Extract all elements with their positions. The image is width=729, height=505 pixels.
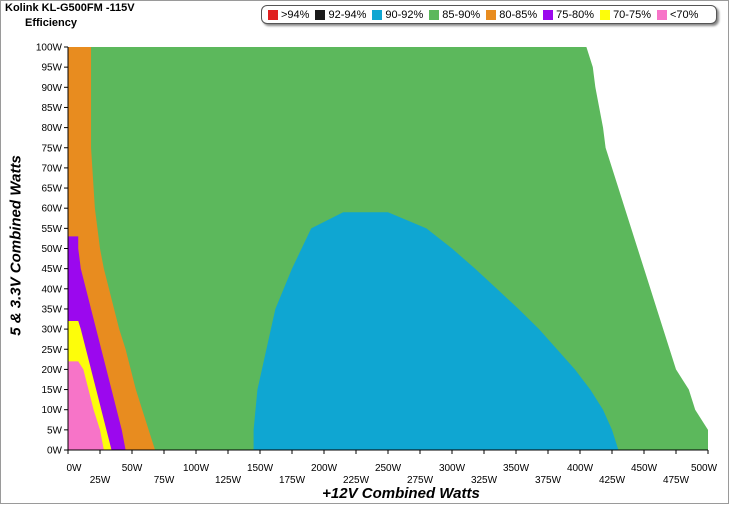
legend-item: 80-85%: [486, 9, 537, 21]
y-tick-label: 95W: [41, 63, 62, 74]
legend-label: 90-92%: [385, 8, 424, 21]
y-axis-label: 5 & 3.3V Combined Watts: [7, 155, 25, 336]
y-tick-label: 35W: [41, 304, 62, 315]
y-tick-label: 85W: [41, 103, 62, 114]
y-tick-label: 30W: [41, 325, 62, 336]
legend-swatch: [372, 9, 383, 20]
legend-label: <70%: [669, 8, 699, 21]
y-tick-label: 55W: [41, 224, 62, 235]
y-tick-label: 25W: [41, 345, 62, 356]
x-tick-label: 200W: [311, 463, 338, 474]
legend-swatch: [315, 9, 326, 20]
legend-item: 90-92%: [372, 9, 423, 21]
legend-label: 92-94%: [328, 8, 367, 21]
x-tick-label: 75W: [154, 475, 175, 486]
x-tick-label: 425W: [599, 475, 626, 486]
x-tick-label: 275W: [407, 475, 434, 486]
y-tick-label: 100W: [36, 43, 63, 54]
x-tick-label: 100W: [183, 463, 210, 474]
y-tick-label: 65W: [41, 184, 62, 195]
legend-swatch: [429, 9, 440, 20]
efficiency-region--70-: [68, 361, 104, 450]
x-tick-label: 175W: [279, 475, 306, 486]
x-tick-label: 225W: [343, 475, 370, 486]
legend-item: 85-90%: [429, 9, 480, 21]
x-tick-label: 450W: [631, 463, 658, 474]
legend: >94% 92-94% 90-92% 85-90% 80-85% 75-80% 70-75%…: [261, 5, 717, 24]
legend-swatch: [268, 9, 278, 20]
y-tick-label: 70W: [41, 163, 62, 174]
legend-swatch: [600, 9, 611, 20]
y-tick-label: 50W: [41, 244, 62, 255]
y-tick-label: 75W: [41, 143, 62, 154]
x-tick-label: 500W: [691, 463, 718, 474]
y-tick-label: 40W: [41, 284, 62, 295]
legend-swatch: [486, 9, 497, 20]
chart-subtitle: Efficiency: [25, 17, 77, 29]
x-tick-label: 300W: [439, 463, 466, 474]
y-tick-label: 0W: [47, 446, 63, 457]
efficiency-region-90-92-: [253, 212, 619, 450]
x-tick-label: 375W: [535, 475, 562, 486]
y-tick-label: 45W: [41, 264, 62, 275]
legend-swatch: [543, 9, 554, 20]
y-tick-label: 10W: [41, 405, 62, 416]
legend-swatch: [656, 9, 667, 20]
legend-label: 85-90%: [442, 8, 481, 21]
legend-item: <70%: [656, 8, 699, 21]
legend-label: >94%: [281, 8, 310, 21]
y-tick-label: 20W: [41, 365, 62, 376]
x-tick-label: 475W: [663, 475, 690, 486]
x-tick-label: 50W: [122, 463, 143, 474]
legend-label: 70-75%: [613, 8, 651, 21]
y-tick-label: 90W: [41, 83, 62, 94]
x-axis-label: +12V Combined Watts: [322, 485, 480, 502]
legend-item: >94%: [268, 9, 309, 21]
x-tick-label: 350W: [503, 463, 530, 474]
y-tick-label: 5W: [47, 425, 63, 436]
x-tick-label: 250W: [375, 463, 402, 474]
x-tick-label: 0W: [67, 463, 83, 474]
y-tick-label: 15W: [41, 385, 62, 396]
x-tick-label: 325W: [471, 475, 498, 486]
legend-label: 80-85%: [499, 8, 538, 21]
x-tick-label: 400W: [567, 463, 594, 474]
x-tick-label: 150W: [247, 463, 274, 474]
legend-label: 75-80%: [556, 8, 595, 21]
legend-item: 75-80%: [543, 9, 594, 21]
chart-title: Kolink KL-G500FM -115V: [5, 2, 135, 14]
legend-item: 70-75%: [600, 9, 651, 21]
x-tick-label: 25W: [90, 475, 111, 486]
y-tick-label: 80W: [41, 123, 62, 134]
y-tick-label: 60W: [41, 204, 62, 215]
x-tick-label: 125W: [215, 475, 242, 486]
legend-item: 92-94%: [315, 9, 366, 21]
